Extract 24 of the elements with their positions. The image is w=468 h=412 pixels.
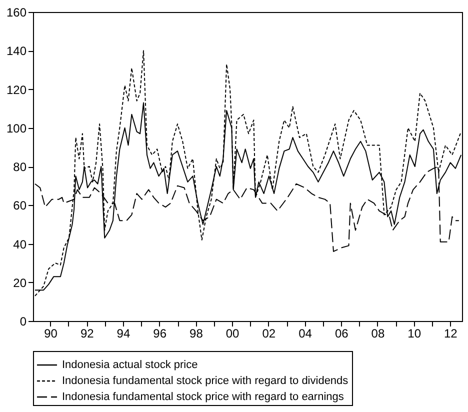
x-tick-label: 02 bbox=[262, 326, 276, 340]
x-tick-label: 10 bbox=[408, 326, 422, 340]
legend-label: Indonesia fundamental stock price with regard to dividends bbox=[62, 375, 349, 387]
x-tick-label: 00 bbox=[226, 326, 240, 340]
y-tick-label: 20 bbox=[13, 276, 27, 290]
y-tick-label: 0 bbox=[20, 314, 27, 328]
legend-label: Indonesia actual stock price bbox=[62, 359, 198, 371]
x-tick-label: 98 bbox=[190, 326, 204, 340]
x-tick-label: 04 bbox=[298, 326, 312, 340]
x-tick-label: 12 bbox=[444, 326, 458, 340]
x-tick-label: 96 bbox=[153, 326, 167, 340]
x-tick-label: 94 bbox=[116, 326, 130, 340]
x-tick-label: 08 bbox=[371, 326, 385, 340]
y-tick-label: 40 bbox=[13, 237, 27, 252]
y-tick-label: 160 bbox=[6, 6, 27, 20]
y-tick-label: 60 bbox=[13, 198, 27, 213]
x-tick-label: 90 bbox=[44, 326, 58, 340]
y-tick-label: 120 bbox=[6, 82, 27, 97]
x-tick-label: 92 bbox=[80, 326, 94, 340]
y-tick-label: 80 bbox=[13, 160, 27, 174]
legend-label: Indonesia fundamental stock price with regard to earnings bbox=[62, 391, 344, 403]
y-tick-label: 140 bbox=[6, 44, 27, 58]
x-tick-label: 06 bbox=[334, 326, 349, 340]
y-tick-label: 100 bbox=[6, 121, 27, 136]
